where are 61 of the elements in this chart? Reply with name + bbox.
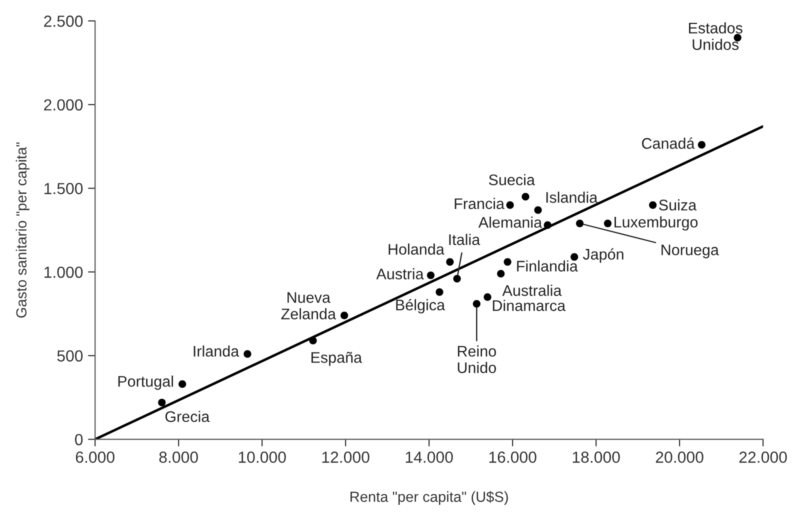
x-tick-label: 8.000 (159, 452, 198, 463)
annotation: Bélgica (396, 298, 446, 314)
annotation: Alemania (478, 216, 542, 228)
point (244, 350, 252, 358)
annotation: Portugal (118, 376, 173, 390)
point (426, 272, 435, 280)
annotation: Austria (376, 268, 424, 280)
point (497, 270, 505, 278)
annotation: Reino Unido (458, 345, 496, 374)
y-axis-title: Gasto sanitario "per capita" (16, 142, 30, 318)
annotation: Francia (454, 198, 504, 210)
annotation: Australia (502, 284, 562, 296)
x-tick-label: 16.000 (489, 452, 536, 463)
point (534, 206, 542, 214)
x-axis-title: Renta "per capita" (U$S) (350, 491, 508, 505)
x-tick-label: 22.000 (739, 452, 787, 463)
point (604, 220, 612, 228)
annotation: Finlandia (517, 260, 578, 272)
annotation: Nueva Zelanda (281, 292, 336, 320)
annotation: Italia (449, 234, 480, 246)
annotation: Dinamarca (492, 300, 566, 312)
annotation: Canadá (642, 137, 695, 149)
x-tick-label: 20.000 (656, 452, 704, 463)
point (472, 300, 480, 308)
annotation: Grecia (165, 410, 210, 422)
annotation: Suecia (488, 174, 535, 186)
point (504, 258, 512, 266)
y-tick-label: 1.500 (44, 182, 83, 194)
y-tick-label: 500 (57, 350, 83, 362)
point (453, 274, 461, 282)
point (698, 140, 706, 149)
x-tick-label: 18.000 (572, 452, 620, 463)
annotation: España (311, 352, 362, 366)
point (522, 192, 530, 200)
annotation: Estados Unidos (689, 22, 742, 50)
point (178, 380, 186, 388)
y-tick-label: 2.000 (44, 99, 83, 111)
y-tick-label: 2.500 (44, 16, 83, 27)
annotation: Noruega (662, 244, 719, 258)
point (576, 220, 584, 228)
point (340, 312, 348, 320)
y-tick-label: 1.000 (44, 266, 83, 278)
annotation: Islandia (546, 192, 598, 203)
point (446, 258, 454, 266)
x-tick-label: 6.000 (76, 452, 114, 463)
annotation: Japón (582, 248, 624, 263)
point (484, 293, 492, 301)
point (506, 201, 514, 209)
annotation: Luxemburgo (614, 216, 698, 231)
annotation: Irlanda (194, 345, 240, 357)
x-tick-label: 12.000 (322, 452, 370, 463)
point (309, 336, 317, 344)
x-tick-label: 14.000 (406, 452, 453, 463)
annotation: Holanda (388, 244, 444, 255)
point (436, 288, 444, 296)
point (158, 398, 166, 406)
y-tick-label: 0 (75, 434, 83, 446)
annotation: Suiza (659, 199, 697, 211)
point (544, 221, 552, 229)
point (649, 201, 657, 209)
x-tick-label: 10.000 (238, 452, 286, 463)
